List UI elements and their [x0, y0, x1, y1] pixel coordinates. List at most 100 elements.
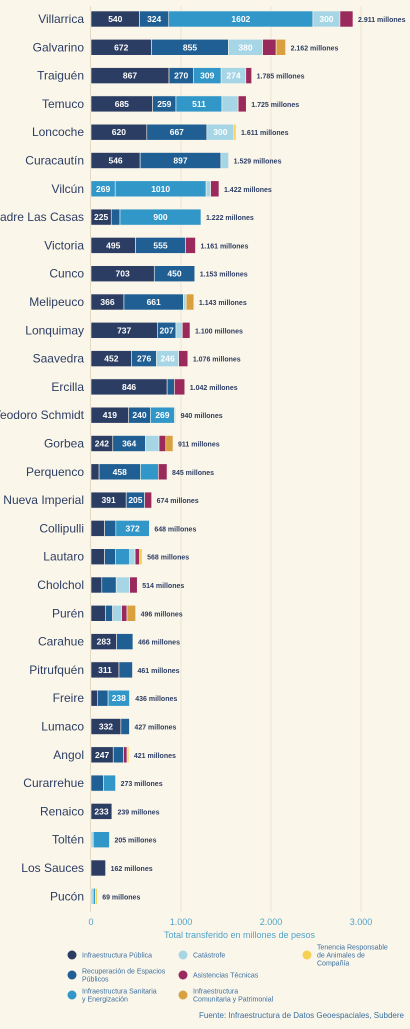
segment-value-label: 546 — [108, 156, 122, 166]
segment-value-label: 555 — [153, 240, 167, 250]
bar-segment — [90, 576, 103, 594]
bar-row: Renaico 233 239 millones — [40, 803, 160, 820]
bar-segment — [165, 435, 174, 452]
bar-segment — [112, 746, 124, 764]
bar-segment — [118, 661, 133, 679]
bar-row: Padre Las Casas 225 900 1.222 millones — [0, 208, 254, 226]
bar-row: Lautaro 568 millones — [43, 548, 189, 566]
bar-total-label: 205 millones — [114, 838, 156, 845]
x-tick-label: 1.000 — [170, 917, 193, 927]
segment-value-label: 259 — [157, 99, 171, 109]
bar-segment — [237, 95, 247, 113]
bar-segment — [105, 604, 113, 622]
category-label: Purén — [52, 606, 84, 620]
bar-row: Perquenco 458 845 millones — [26, 463, 214, 481]
category-label: Melipeuco — [29, 295, 84, 309]
bar-segment — [129, 576, 138, 594]
category-label: Pitrufquén — [29, 663, 84, 677]
bar-total-label: 568 millones — [147, 555, 189, 562]
segment-value-label: 900 — [153, 212, 167, 222]
bar-segment — [112, 604, 122, 622]
legend-label: Comunitaria y Patrimonial — [193, 997, 274, 1004]
bar-total-label: 1.100 millones — [195, 328, 243, 335]
segment-value-label: 269 — [155, 410, 169, 420]
segment-value-label: 511 — [192, 99, 206, 109]
bar-row: Galvarino 672 855 380 2.162 millones — [33, 38, 339, 56]
legend-label: Públicos — [82, 977, 109, 984]
bar-total-label: 1.076 millones — [193, 357, 241, 364]
bar-segment — [183, 293, 187, 311]
bar-total-label: 1.042 millones — [190, 385, 238, 392]
bar-total-label: 1.222 millones — [206, 215, 254, 222]
x-tick-label: 0 — [88, 917, 93, 927]
bar-segment — [139, 548, 143, 566]
bar-segment — [178, 350, 189, 367]
category-label: Carahue — [38, 635, 84, 649]
bar-total-label: 1.143 millones — [199, 300, 247, 307]
segment-value-label: 269 — [96, 184, 110, 194]
segment-value-label: 1602 — [231, 14, 250, 24]
bar-segment — [115, 548, 131, 566]
legend-label: Compañía — [317, 961, 349, 968]
segment-value-label: 283 — [97, 637, 111, 647]
bar-segment — [90, 520, 105, 537]
bar-segment — [121, 604, 128, 622]
bar-total-label: 940 millones — [181, 413, 223, 420]
segment-value-label: 380 — [238, 42, 252, 52]
category-label: Renaico — [40, 804, 84, 818]
bar-segment — [90, 463, 100, 481]
category-label: Padre Las Casas — [0, 210, 84, 224]
bar-total-label: 1.153 millones — [200, 272, 248, 279]
segment-value-label: 274 — [226, 71, 240, 81]
segment-value-label: 703 — [116, 269, 130, 279]
bar-total-label: 427 millones — [134, 725, 176, 732]
legend-label: Tenencia Responsable — [317, 945, 388, 952]
legend-label: y Energización — [82, 997, 128, 1004]
bar-segment — [221, 95, 239, 113]
bar-row: Saavedra 452 276 246 1.076 millones — [33, 350, 241, 367]
bar-total-label: 69 millones — [102, 894, 140, 901]
segment-value-label: 372 — [125, 523, 139, 533]
legend-swatch — [178, 970, 188, 980]
bar-row: Temuco 685 259 511 1.725 millones — [42, 95, 299, 113]
segment-value-label: 450 — [167, 269, 181, 279]
bar-row: Vilcún 269 1010 1.422 millones — [52, 180, 272, 198]
bar-total-label: 162 millones — [111, 866, 153, 873]
segment-value-label: 233 — [94, 806, 108, 816]
category-label: Perquenco — [26, 465, 84, 479]
bar-segment — [166, 378, 175, 396]
legend-swatch — [67, 970, 77, 980]
bar-segment — [145, 435, 160, 452]
bar-row: Purén 496 millones — [52, 604, 183, 622]
bar-row: Ercilla 846 1.042 millones — [51, 378, 238, 396]
bar-segment — [174, 378, 186, 396]
bar-row: Gorbea 242 364 911 millones — [44, 435, 220, 452]
bar-segment — [126, 746, 130, 764]
category-label: Lumaco — [41, 720, 84, 734]
legend-label: Asistencias Técnicas — [193, 973, 259, 980]
category-label: Lonquimay — [25, 323, 84, 337]
bar-row: Victoria 495 555 1.161 millones — [44, 237, 248, 254]
bar-segment — [245, 67, 252, 84]
category-label: Collipulli — [39, 521, 84, 535]
bar-segment — [123, 746, 128, 764]
source-note: Fuente: Infraestructura de Datos Geoespa… — [199, 1011, 405, 1020]
bar-row: Carahue 283 466 millones — [38, 633, 180, 650]
bar-segment — [129, 548, 136, 566]
bar-segment — [115, 520, 150, 537]
bar-segment — [126, 604, 136, 622]
segment-value-label: 897 — [173, 156, 187, 166]
segment-value-label: 366 — [100, 297, 114, 307]
bar-row: Nueva Imperial 391 205 674 millones — [3, 491, 199, 509]
segment-value-label: 452 — [104, 354, 118, 364]
legend-label: Infraestructura — [193, 989, 238, 996]
bar-segment — [115, 576, 130, 594]
segment-value-label: 364 — [122, 439, 136, 449]
legend-label: Infraestructura Sanitaria — [82, 989, 157, 996]
bar-segment — [210, 180, 220, 198]
category-label: Galvarino — [33, 40, 85, 54]
x-tick-label: 3.000 — [350, 917, 373, 927]
bar-segment — [175, 321, 183, 339]
